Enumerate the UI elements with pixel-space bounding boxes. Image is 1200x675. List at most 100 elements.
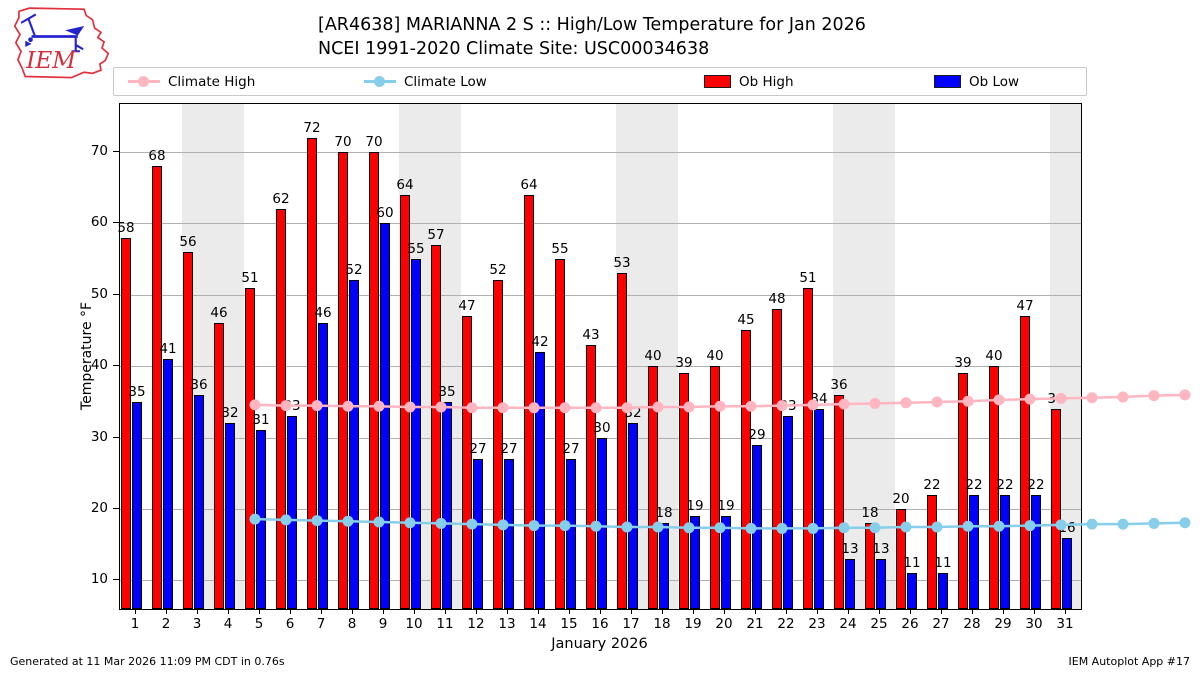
climate-high-marker: [652, 401, 664, 413]
y-tick-label: 60: [90, 214, 108, 231]
ob-low-value-label: 35: [128, 383, 146, 400]
ob-high-bar: [803, 287, 813, 609]
ob-high-bar: [772, 309, 782, 609]
ob-high-bar: [865, 523, 875, 609]
climate-low-marker: [652, 521, 664, 533]
x-tick-label: 15: [560, 616, 578, 632]
climate-low-marker: [1055, 519, 1067, 531]
ob-high-value-label: 56: [179, 233, 197, 250]
ob-high-bar: [989, 366, 999, 609]
ob-high-bar: [555, 259, 565, 609]
chart-title: [AR4638] MARIANNA 2 S :: High/Low Temper…: [318, 15, 866, 35]
ob-low-value-label: 55: [407, 241, 425, 257]
climate-high-marker: [807, 399, 819, 411]
gridline: [120, 366, 1081, 368]
climate-low-line-icon: [364, 76, 396, 87]
ob-low-value-label: 31: [252, 412, 270, 429]
chart-subtitle: NCEI 1991-2020 Climate Site: USC00034638: [318, 39, 710, 59]
y-tick-label: 70: [90, 142, 108, 159]
legend-label: Climate Low: [404, 73, 487, 90]
ob-high-value-label: 52: [489, 262, 507, 279]
climate-high-marker: [1055, 392, 1067, 404]
climate-low-marker: [714, 522, 726, 534]
x-tick-mark: [662, 609, 663, 614]
ob-low-value-label: 32: [221, 405, 239, 422]
climate-low-marker: [962, 520, 974, 532]
climate-high-marker: [1024, 393, 1036, 405]
ob-low-bar: [349, 280, 359, 609]
x-tick-label: 17: [622, 616, 640, 632]
ob-high-value-label: 36: [830, 376, 848, 393]
ob-high-bar: [183, 251, 193, 609]
y-tick-label: 20: [90, 500, 108, 516]
climate-low-marker: [590, 520, 602, 532]
climate-high-marker: [435, 401, 447, 413]
climate-low-marker: [621, 521, 633, 533]
ob-low-bar: [535, 351, 545, 609]
ob-low-bar: [1000, 494, 1010, 609]
ob-low-value-label: 22: [996, 476, 1014, 493]
ob-high-bar: [1020, 316, 1030, 609]
ob-high-bar: [307, 137, 317, 609]
y-tick-label: 30: [90, 428, 108, 445]
ob-high-value-label: 22: [923, 476, 941, 493]
climate-high-line-icon: [128, 76, 160, 87]
x-tick-label: 6: [285, 616, 295, 632]
climate-high-marker: [621, 402, 633, 414]
climate-low-marker: [280, 514, 292, 526]
gridline: [120, 294, 1081, 296]
x-tick-mark: [445, 609, 446, 614]
x-tick-mark: [135, 609, 136, 614]
ob-high-swatch-icon: [704, 75, 731, 88]
ob-low-value-label: 60: [376, 205, 394, 222]
climate-high-marker: [404, 401, 416, 413]
ob-high-value-label: 72: [303, 119, 321, 136]
ob-low-bar: [318, 323, 328, 609]
ob-high-bar: [152, 166, 162, 609]
ob-low-bar: [783, 416, 793, 609]
ob-low-value-label: 19: [686, 498, 704, 515]
x-tick-label: 16: [591, 616, 609, 632]
legend-item-climate-low: Climate Low: [364, 68, 487, 95]
legend-item-ob-high: Ob High: [704, 68, 794, 95]
legend-label: Climate High: [168, 73, 256, 90]
ob-low-value-label: 46: [314, 305, 332, 322]
ob-high-value-label: 46: [210, 305, 228, 322]
x-tick-label: 9: [378, 616, 388, 632]
climate-low-marker: [900, 521, 912, 533]
x-tick-label: 1: [130, 616, 140, 632]
x-tick-mark: [1065, 609, 1066, 614]
iowa-outline: [13, 7, 110, 79]
x-tick-mark: [600, 609, 601, 614]
ob-high-value-label: 47: [458, 298, 476, 315]
x-tick-mark: [166, 609, 167, 614]
ob-high-value-label: 18: [861, 505, 879, 522]
ob-low-bar: [628, 423, 638, 609]
x-tick-label: 27: [932, 616, 950, 632]
ob-low-value-label: 13: [872, 541, 890, 557]
ob-high-value-label: 43: [582, 326, 600, 343]
ob-low-value-label: 27: [500, 441, 518, 457]
iem-logo: IEM: [13, 7, 110, 79]
ob-low-value-label: 52: [345, 262, 363, 279]
ob-high-value-label: 70: [334, 133, 352, 150]
climate-high-marker: [869, 397, 881, 409]
ob-low-value-label: 41: [159, 341, 177, 357]
climate-high-marker: [776, 400, 788, 412]
x-tick-mark: [383, 609, 384, 614]
ob-low-bar: [1031, 494, 1041, 609]
climate-high-marker: [838, 398, 850, 410]
climate-high-marker: [342, 400, 354, 412]
ob-high-bar: [710, 366, 720, 609]
ob-high-bar: [927, 494, 937, 609]
ob-low-bar: [380, 223, 390, 609]
ob-high-bar: [586, 344, 596, 609]
y-tick-mark: [113, 508, 119, 509]
x-tick-mark: [879, 609, 880, 614]
ob-low-value-label: 11: [934, 555, 952, 572]
ob-high-bar: [431, 244, 441, 609]
ob-high-value-label: 51: [241, 269, 259, 286]
app-credit: IEM Autoplot App #17: [1068, 655, 1191, 668]
climate-high-marker: [373, 400, 385, 412]
ob-low-bar: [938, 573, 948, 609]
